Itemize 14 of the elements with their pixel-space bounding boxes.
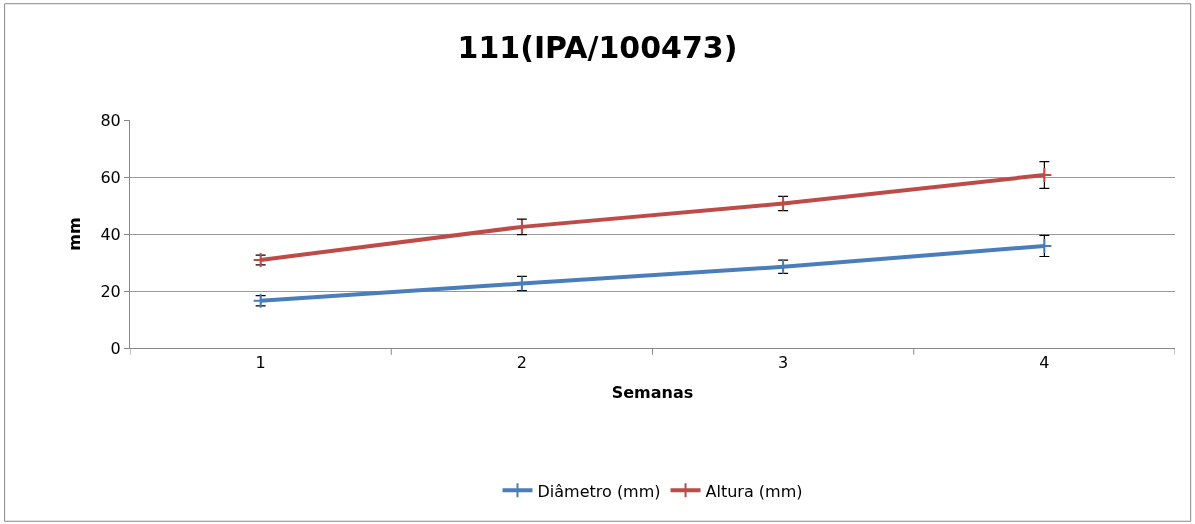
y-tick-label: 40 <box>100 224 121 244</box>
y-axis-title: mm <box>65 217 85 251</box>
y-tick-label: 0 <box>110 338 121 358</box>
y-tick-label: 60 <box>100 167 121 187</box>
x-tick-label: 2 <box>516 353 527 373</box>
y-tick-label: 20 <box>100 281 121 301</box>
y-tick-label: 80 <box>100 110 121 130</box>
x-axis-title: Semanas <box>611 382 694 402</box>
legend-label: Diâmetro (mm) <box>537 481 661 501</box>
x-tick-label: 3 <box>778 353 789 373</box>
chart-title: 111(IPA/100473) <box>457 29 738 65</box>
x-tick-label: 1 <box>255 353 266 373</box>
x-tick-label: 4 <box>1039 353 1050 373</box>
legend-label: Altura (mm) <box>705 481 803 501</box>
